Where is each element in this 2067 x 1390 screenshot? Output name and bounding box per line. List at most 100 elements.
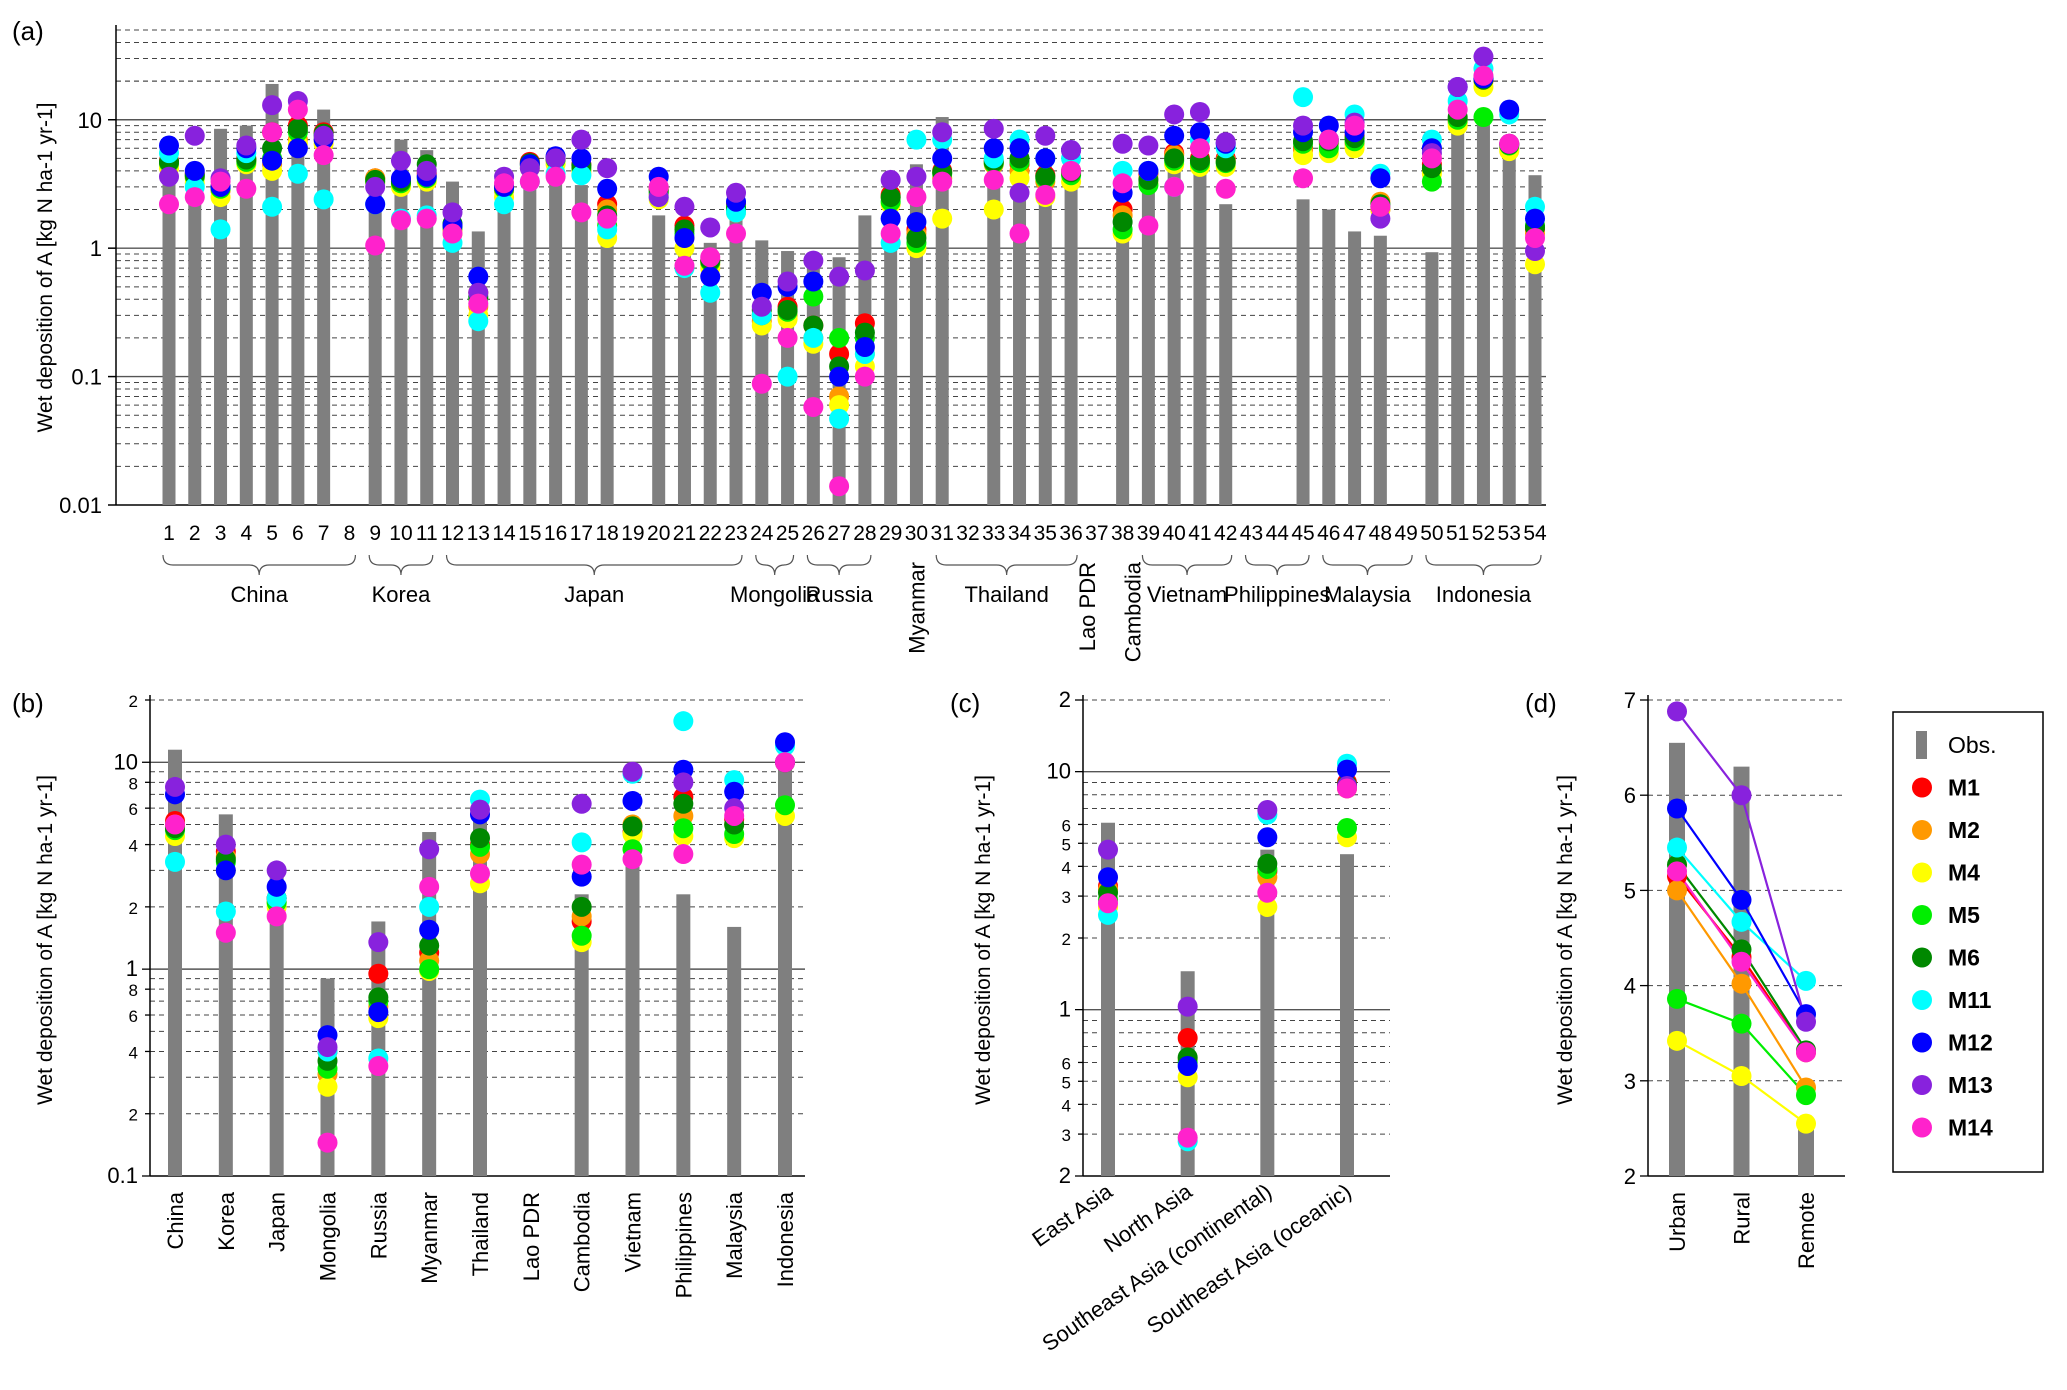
model-point-m14 xyxy=(1035,184,1056,205)
x-tick-label: 42 xyxy=(1214,522,1237,545)
obs-bar xyxy=(1260,849,1275,1176)
legend-entry: M13 xyxy=(1948,1072,1993,1098)
model-point-m11 xyxy=(571,832,592,853)
y-tick-label: 7 xyxy=(1624,688,1636,713)
model-point-m14 xyxy=(1061,160,1082,181)
model-point-m14 xyxy=(317,1132,338,1153)
model-point-m14 xyxy=(1796,1042,1816,1063)
group-brace xyxy=(935,554,1078,576)
panel-a: 0.01 0.1 1 10 Wet deposition of A [kg N ha-1… xyxy=(34,25,1547,662)
y-tick-label: 5 xyxy=(1062,1073,1071,1092)
obs-bar xyxy=(884,181,898,506)
obs-bar xyxy=(1013,168,1027,505)
model-point-m14 xyxy=(1731,951,1752,972)
model-point-m6 xyxy=(906,228,927,249)
obs-bar xyxy=(394,139,408,505)
y-axis-label: Wet deposition of A [kg N ha-1 yr-1] xyxy=(1554,775,1577,1105)
x-tick-label: 30 xyxy=(905,522,928,545)
model-point-m11 xyxy=(571,165,592,186)
model-point-m13 xyxy=(165,776,185,797)
y-tick-label: 6 xyxy=(129,1007,138,1026)
model-point-m14 xyxy=(648,176,669,197)
model-point-m1 xyxy=(368,963,389,984)
x-tick-label: 13 xyxy=(467,522,490,545)
model-point-m14 xyxy=(287,99,308,120)
x-tick-label: 54 xyxy=(1523,522,1547,545)
y-tick-label: 1 xyxy=(126,956,138,981)
y-tick-label: 5 xyxy=(1624,878,1636,903)
legend-entry: M4 xyxy=(1948,860,1980,886)
x-tick-label: 22 xyxy=(699,522,722,545)
model-point-m14 xyxy=(674,255,695,276)
model-point-m12 xyxy=(1009,138,1030,159)
model-point-m14 xyxy=(803,396,824,417)
model-point-m13 xyxy=(1731,785,1752,806)
group-brace xyxy=(445,554,743,576)
model-point-m6 xyxy=(571,896,592,917)
x-tick-label: Philippines xyxy=(671,1192,696,1298)
obs-bar xyxy=(1322,209,1336,505)
x-tick-label: 33 xyxy=(982,522,1005,545)
obs-bar xyxy=(1296,199,1310,505)
model-point-m5 xyxy=(571,925,592,946)
legend-swatch-m6 xyxy=(1912,947,1932,968)
model-point-m14 xyxy=(1189,138,1210,159)
legend-swatch-m4 xyxy=(1912,862,1932,883)
x-tick-label: 28 xyxy=(853,522,876,545)
model-point-m6 xyxy=(470,828,490,849)
model-point-m6 xyxy=(1112,211,1133,232)
model-point-m13 xyxy=(1009,182,1030,203)
model-point-m12 xyxy=(1731,889,1752,910)
model-point-m12 xyxy=(1189,122,1210,143)
obs-bar xyxy=(265,83,279,505)
obs-bar xyxy=(1340,854,1354,1176)
model-point-m5 xyxy=(1337,817,1357,838)
y-tick-label: 3 xyxy=(1062,1126,1071,1145)
model-point-m13 xyxy=(932,122,953,143)
y-tick-label: 4 xyxy=(1062,858,1071,877)
y-tick-label: 0.1 xyxy=(107,1163,138,1188)
x-tick-label: 40 xyxy=(1162,522,1185,545)
model-point-m13 xyxy=(803,250,824,271)
model-point-m6 xyxy=(673,793,694,814)
model-point-m11 xyxy=(1667,837,1687,858)
model-point-m14 xyxy=(724,805,745,826)
x-tick-label: 10 xyxy=(389,522,412,545)
model-point-m14 xyxy=(368,1056,389,1077)
x-tick-label: 36 xyxy=(1059,522,1082,545)
panel-c-label: (c) xyxy=(950,688,980,718)
obs-bar xyxy=(317,109,331,505)
model-point-m12 xyxy=(1337,759,1357,780)
model-point-m14 xyxy=(1499,133,1520,154)
obs-bar xyxy=(600,238,614,505)
model-point-m14 xyxy=(416,208,437,229)
model-point-m6 xyxy=(1257,853,1278,874)
x-tick-label: 3 xyxy=(215,522,227,545)
model-point-m13 xyxy=(854,260,875,281)
y-tick-label: 2 xyxy=(129,899,138,918)
model-point-m12 xyxy=(1098,867,1118,888)
model-point-m12 xyxy=(983,138,1004,159)
legend-entry: M11 xyxy=(1948,987,1992,1013)
legend-swatch-m2 xyxy=(1912,820,1932,840)
model-point-m12 xyxy=(674,228,695,249)
obs-bar xyxy=(755,240,769,505)
model-point-m14 xyxy=(419,876,440,897)
x-tick-label: 27 xyxy=(827,522,850,545)
model-point-m13 xyxy=(983,118,1004,139)
model-point-m14 xyxy=(1293,168,1314,189)
model-point-m6 xyxy=(368,987,389,1008)
model-point-m13 xyxy=(545,148,566,169)
country-group-label: Korea xyxy=(372,582,431,607)
model-point-m14 xyxy=(1318,129,1339,150)
model-point-m14 xyxy=(442,223,463,244)
model-point-m13 xyxy=(313,125,334,146)
model-point-m14 xyxy=(751,373,772,394)
legend-swatch-m14 xyxy=(1912,1117,1932,1138)
model-point-m13 xyxy=(390,150,411,171)
x-tick-label: 25 xyxy=(776,522,799,545)
model-point-m12 xyxy=(1525,208,1545,229)
model-point-m13 xyxy=(368,932,389,953)
legend-obs-swatch xyxy=(1916,731,1927,759)
